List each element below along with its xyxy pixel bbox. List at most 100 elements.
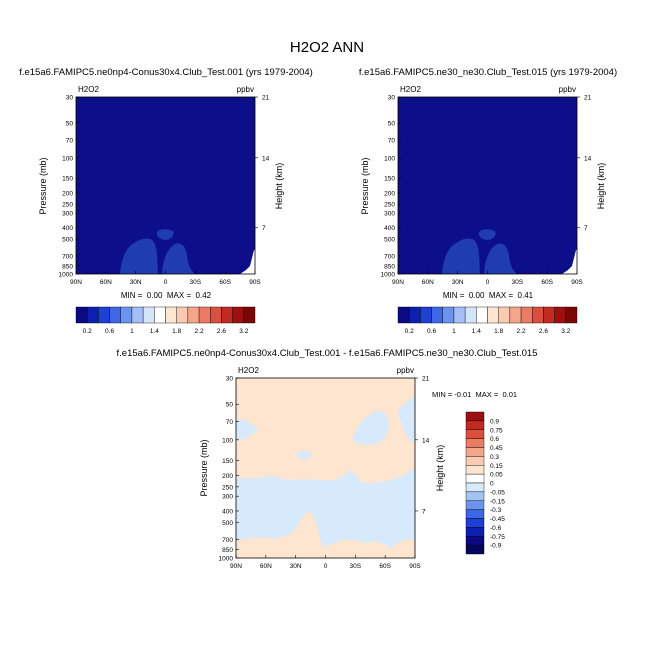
colorbar-swatch [476,306,488,324]
y-tick-label: 300 [384,211,395,218]
panel-3-negative-region [236,395,415,548]
colorbar-label: 2.2 [195,328,204,335]
y-tick-label: 30 [388,95,396,102]
y-tick-label: 500 [222,520,233,527]
colorbar-swatch [165,306,177,324]
panel-2-y2-axis-label: Height (km) [596,163,606,210]
colorbar-swatch [465,438,485,448]
colorbar-swatch [509,306,522,324]
colorbar-swatch [465,500,485,510]
colorbar-swatch [465,420,485,430]
y-tick-label: 1000 [219,556,234,563]
y-tick-label: 300 [62,211,73,218]
panel-2-field [398,97,577,274]
y2-tick-label: 14 [422,437,430,444]
y-tick-label: 100 [62,155,73,162]
panel-2-y-ticks: 30 50 70 100 150 200 250 300 400 500 700 850 1000 [381,95,401,279]
colorbar-swatch [453,306,466,324]
panel-2-high-value-region [442,229,517,274]
panel-3-y2-ticks: 21 14 7 [415,376,430,515]
colorbar-swatch [532,306,544,324]
x-tick-label: 30N [290,563,302,570]
colorbar-swatch [221,306,233,324]
colorbar-label: 1 [130,328,134,335]
y-tick-label: 50 [388,120,396,127]
panel-1-y-ticks: 30 50 70 100 150 200 250 300 400 500 700 850 1000 [59,95,79,279]
panel-1-units: ppbv [237,85,254,94]
colorbar-swatch [465,465,485,475]
colorbar-swatch [465,491,485,501]
colorbar-label: 1.4 [472,328,481,335]
panel-1-x-ticks: 90N 60N 30N 0 30S 60S 90S [70,271,261,286]
colorbar-swatch [408,306,421,324]
colorbar-label: 0.15 [490,463,503,470]
colorbar-label: 0.2 [83,328,92,335]
colorbar-swatch [465,473,485,484]
y2-tick-label: 21 [422,376,430,383]
panel-2-y-axis-label: Pressure (mb) [360,157,370,214]
colorbar-label: 1.8 [494,328,503,335]
colorbar-label: 2.2 [517,328,526,335]
colorbar-swatch [187,306,200,324]
colorbar-label: -0.6 [490,525,502,532]
x-tick-label: 30N [452,279,464,286]
panel-2-colorbar: 0.2 0.6 1 1.4 1.8 2.2 2.6 3.2 [397,306,578,335]
y-tick-label: 30 [66,95,74,102]
colorbar-label: 2.6 [539,328,548,335]
colorbar-swatch [109,306,121,324]
x-tick-label: 60S [219,279,231,286]
x-tick-label: 90N [230,563,242,570]
y-tick-label: 250 [222,484,233,491]
y2-tick-label: 7 [584,225,588,232]
y-tick-label: 150 [222,458,233,465]
y2-tick-label: 14 [262,155,270,162]
y-tick-label: 50 [226,402,234,409]
colorbar-label: 1.4 [150,328,159,335]
x-tick-label: 90N [392,279,404,286]
panel-1-y2-ticks: 21 14 7 [255,95,270,232]
y-tick-label: 30 [226,376,234,383]
panel-3-variable-label: H2O2 [238,366,259,375]
panel-2-title: f.e15a6.FAMIPC5.ne30_ne30.Club_Test.015 … [359,67,617,78]
y-tick-label: 250 [62,202,73,209]
colorbar-swatch [420,306,432,324]
colorbar-label: -0.75 [490,534,505,541]
colorbar-label: 0.9 [490,418,499,425]
colorbar-swatch [543,306,555,324]
colorbar-label: 0.45 [490,445,503,452]
y-tick-label: 100 [222,437,233,444]
x-tick-label: 30N [130,279,142,286]
x-tick-label: 0 [486,279,490,286]
colorbar-swatch [465,447,485,457]
colorbar-label: 0 [490,481,494,488]
panel-2-min-max: MIN = 0.00 MAX = 0.41 [443,291,534,300]
x-tick-label: 60N [422,279,434,286]
colorbar-swatch [210,306,222,324]
colorbar-swatch [465,527,485,537]
colorbar-label: -0.15 [490,498,505,505]
colorbar-label: 0.6 [105,328,114,335]
y2-tick-label: 14 [584,155,592,162]
x-tick-label: 90S [571,279,583,286]
panel-1-colorbar: 0.2 0.6 1 1.4 1.8 2.2 2.6 3.2 [75,306,256,335]
y2-tick-label: 7 [262,225,266,232]
colorbar-swatch [465,411,485,422]
y-tick-label: 700 [384,253,395,260]
colorbar-label: 0.6 [427,328,436,335]
colorbar-swatch [554,306,567,324]
colorbar-label: 1 [452,328,456,335]
colorbar-swatch [442,306,455,324]
y-tick-label: 400 [62,225,73,232]
x-tick-label: 90S [409,563,421,570]
panel-1-min-max: MIN = 0.00 MAX = 0.42 [121,291,212,300]
x-tick-label: 60N [260,563,272,570]
colorbar-swatch [131,306,144,324]
colorbar-swatch [154,306,166,324]
y-tick-label: 1000 [381,272,396,279]
y-tick-label: 500 [384,237,395,244]
y-tick-label: 70 [388,137,396,144]
y2-tick-label: 7 [422,508,426,515]
y-tick-label: 850 [222,547,233,554]
panel-1: f.e15a6.FAMIPC5.ne0np4-Conus30x4.Club_Te… [19,67,313,335]
panel-2-y2-ticks: 21 14 7 [577,95,592,232]
